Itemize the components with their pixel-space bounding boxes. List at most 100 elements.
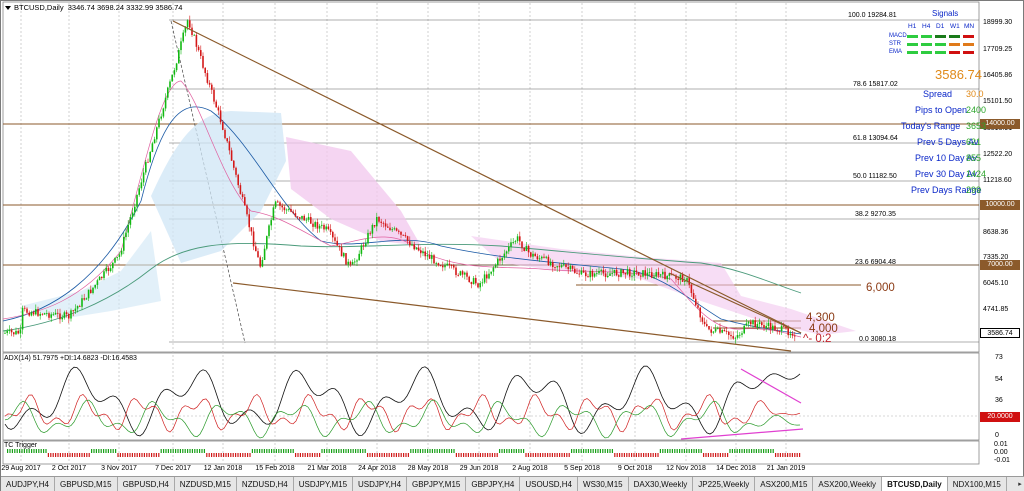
tc-trigger-bar	[367, 453, 369, 457]
candle-body	[653, 276, 655, 278]
candle-body	[633, 270, 635, 276]
collapse-triangle-icon[interactable]	[5, 6, 11, 11]
tc-trigger-bar	[597, 449, 599, 453]
tc-trigger-bar	[715, 453, 717, 457]
tc-trigger-bar	[542, 453, 544, 457]
candle-body	[697, 305, 699, 308]
tc-trigger-bar	[83, 453, 85, 457]
tc-trigger-bar	[115, 449, 117, 453]
candle-body	[327, 226, 330, 230]
candle-body	[222, 122, 224, 130]
stat-value: 621	[966, 137, 982, 147]
tc-trigger-bar	[117, 453, 119, 457]
chart-tab[interactable]: GBPUSD,M15	[55, 477, 118, 491]
tc-trigger-bar	[47, 453, 49, 457]
tc-trigger-bar	[695, 449, 697, 453]
tc-trigger-bar	[760, 449, 762, 453]
candle-body	[622, 269, 624, 273]
chart-tab[interactable]: USDJPY,M15	[294, 477, 354, 491]
candle-body	[626, 269, 629, 275]
tc-trigger-bar	[105, 449, 107, 453]
tc-trigger-bar	[247, 453, 249, 457]
candle-body	[151, 143, 154, 152]
chart-tab[interactable]: ASX200,Weekly	[813, 477, 883, 491]
tc-trigger-bar	[242, 453, 244, 457]
chart-tab[interactable]: NZDUSD,H4	[237, 477, 294, 491]
tab-scroll-right-icon[interactable]: ▸	[1015, 477, 1024, 491]
tc-trigger-bar	[643, 453, 645, 457]
tc-trigger-bar	[143, 453, 145, 457]
candle-body	[767, 322, 770, 327]
tc-trigger-bar	[52, 453, 54, 457]
tc-trigger-bar	[59, 453, 61, 457]
stat-value: 299	[966, 185, 982, 195]
candle-body	[747, 321, 750, 324]
chart-tab[interactable]: USDJPY,H4	[353, 477, 408, 491]
candle-body	[576, 272, 578, 274]
tc-trigger-bar	[251, 449, 253, 453]
candle-body	[195, 34, 198, 47]
candle-body	[629, 269, 631, 277]
tc-trigger-bar	[693, 449, 695, 453]
candle-body	[591, 270, 594, 277]
tc-trigger-bar	[777, 453, 779, 457]
tc-trigger-bar	[554, 453, 556, 457]
chart-tab[interactable]: GBPJPY,H4	[466, 477, 521, 491]
chart-tab[interactable]: NDX100,M15	[948, 477, 1007, 491]
chart-tab[interactable]: GBPUSD,H4	[118, 477, 175, 491]
ichimoku-cloud-blue-2	[21, 231, 161, 319]
tc-trigger-bar	[182, 449, 184, 453]
chart-tab[interactable]: NZDUSD,M15	[175, 477, 237, 491]
chart-tab[interactable]: GBPJPY,M15	[407, 477, 467, 491]
adx-divergence-line-lower	[680, 428, 804, 440]
tc-trigger-bar	[547, 453, 549, 457]
tc-trigger-bar	[371, 453, 373, 457]
chart-tab[interactable]: WS30,M15	[578, 477, 629, 491]
candle-body	[690, 284, 693, 294]
candle-body	[556, 266, 558, 268]
candle-body	[160, 116, 162, 119]
candle-body	[488, 273, 490, 279]
tc-trigger-bar	[187, 449, 189, 453]
tc-trigger-bar	[458, 453, 460, 457]
candle-body	[356, 260, 358, 262]
candle-body	[457, 274, 459, 276]
chart-tab[interactable]: AUDJPY,H4	[1, 477, 55, 491]
tc-trigger-bar	[244, 453, 246, 457]
tc-trigger-bar	[650, 453, 652, 457]
chart-tab[interactable]: ASX200,M15	[755, 477, 814, 491]
candle-body	[477, 283, 479, 288]
chart-canvas[interactable]	[1, 1, 1024, 476]
candle-body	[241, 194, 244, 198]
tc-trigger-bar	[563, 453, 565, 457]
tc-trigger-bar	[304, 453, 306, 457]
tc-trigger-bar	[499, 449, 501, 453]
tc-trigger-bar	[503, 449, 505, 453]
tc-trigger-bar	[127, 453, 129, 457]
candle-body	[200, 50, 202, 56]
candle-body	[274, 201, 277, 208]
tc-trigger-bar	[799, 453, 801, 457]
tc-trigger-bar	[26, 449, 28, 453]
candle-body	[554, 267, 556, 268]
candle-body	[321, 224, 323, 226]
candle-body	[717, 328, 719, 329]
tc-trigger-bar	[189, 449, 191, 453]
chart-tab[interactable]: USOUSD,H4	[520, 477, 579, 491]
candle-body	[244, 197, 246, 206]
tc-trigger-bar	[472, 453, 474, 457]
tc-trigger-bar	[328, 449, 330, 453]
chart-tab[interactable]: DAX30,Weekly	[629, 477, 694, 491]
candle-body	[497, 258, 499, 265]
stat-label: Prev 10 Day Av	[915, 153, 977, 163]
tc-trigger-bar	[290, 449, 292, 453]
candle-body	[101, 276, 103, 279]
candle-body	[739, 334, 741, 336]
tc-trigger-bar	[621, 453, 623, 457]
chart-tab[interactable]: BTCUSD,Daily	[882, 477, 948, 491]
candle-body	[70, 310, 72, 319]
tc-trigger-bar	[424, 449, 426, 453]
chart-tab[interactable]: JP225,Weekly	[693, 477, 756, 491]
candle-body	[437, 263, 440, 266]
tc-trigger-bar	[470, 453, 472, 457]
